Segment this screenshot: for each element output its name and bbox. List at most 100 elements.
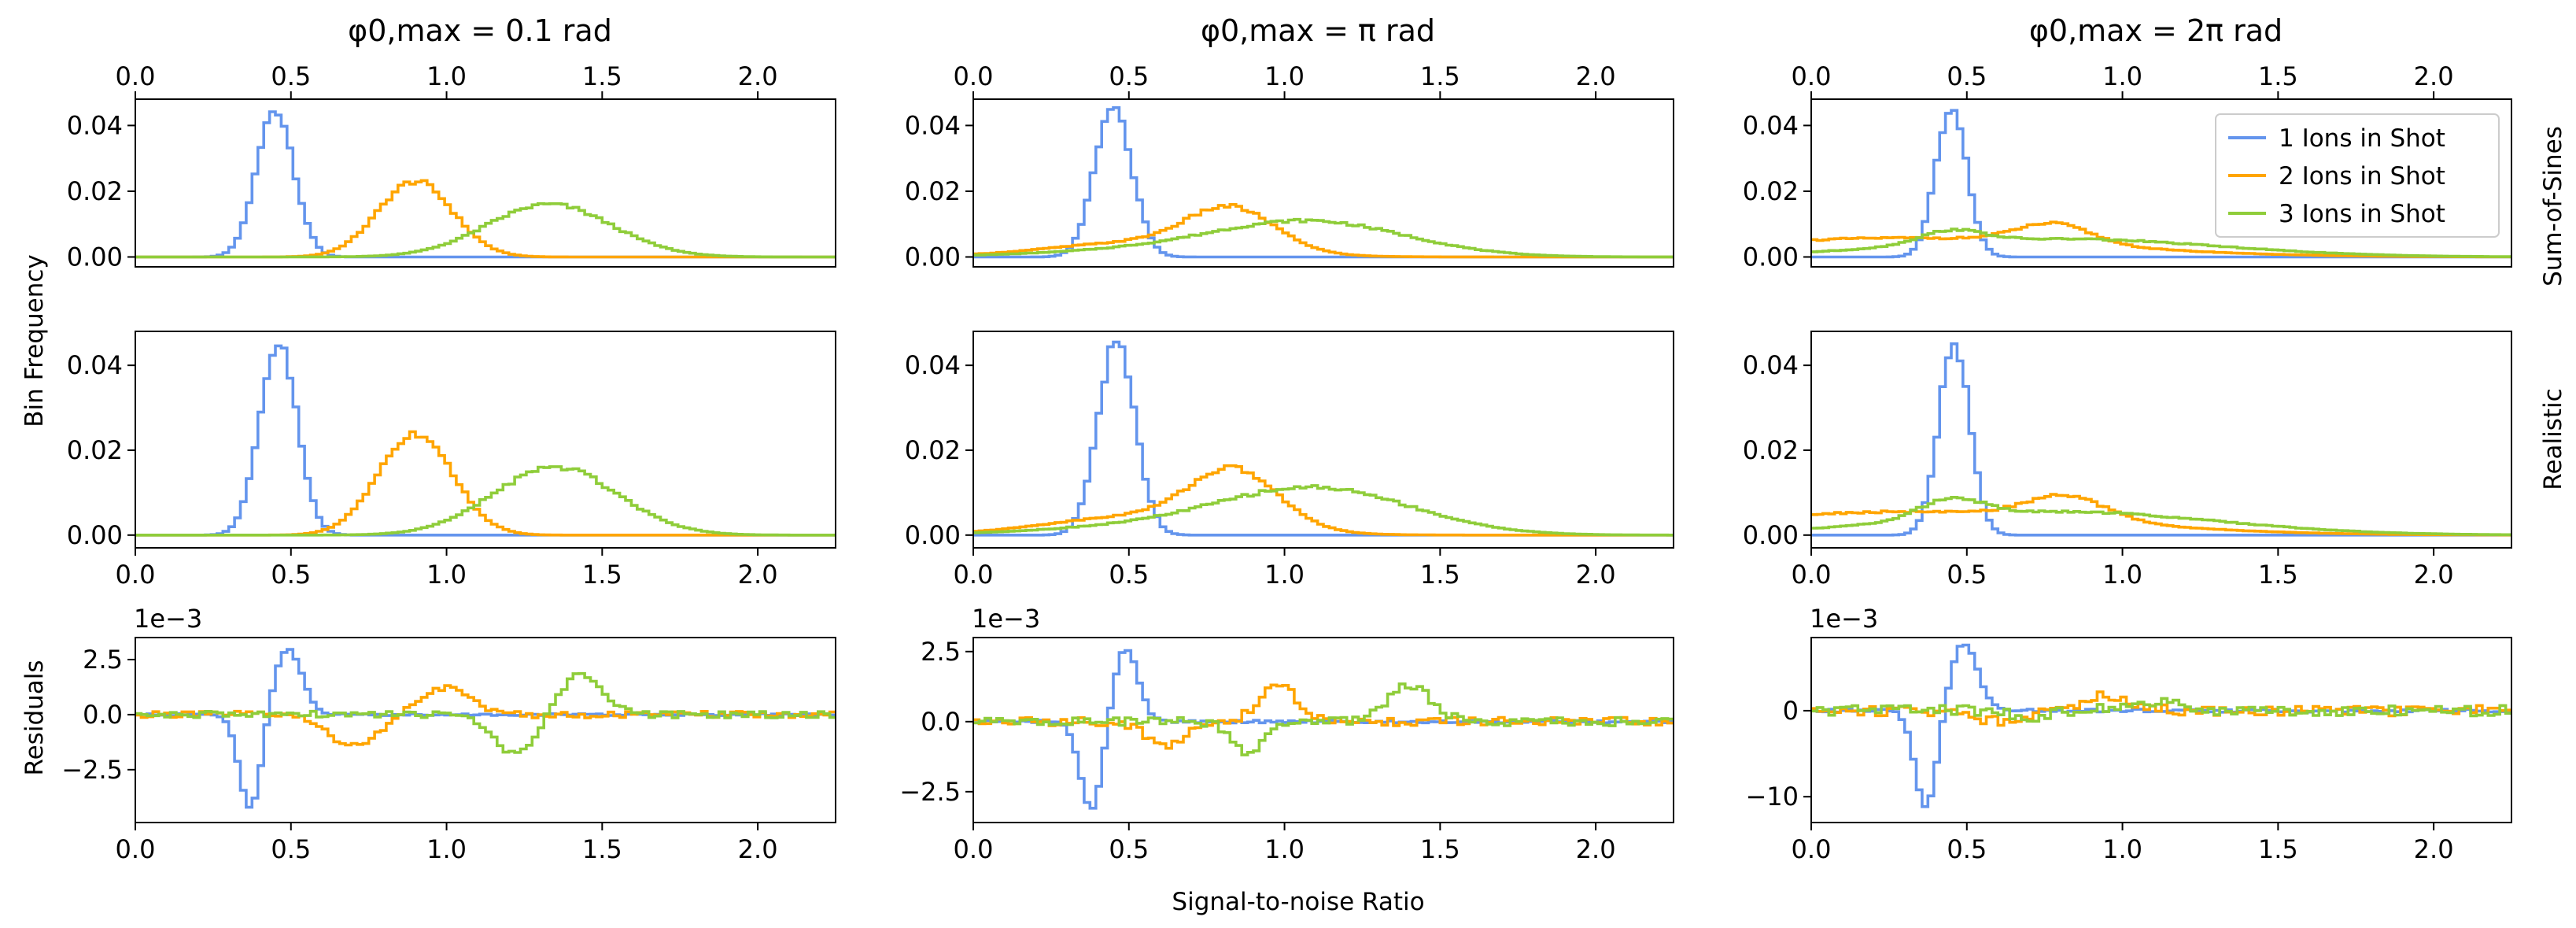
panel-frame xyxy=(1810,637,2512,823)
y-tick-label: 0.02 xyxy=(67,176,123,206)
y-tick-label: 0.02 xyxy=(905,435,961,465)
series-line-1-ion xyxy=(135,344,836,537)
panel-frame xyxy=(135,98,836,268)
panel-frame xyxy=(1810,98,2512,268)
x-tick-label: 1.0 xyxy=(1264,834,1305,864)
series-line-2-ions xyxy=(135,430,836,537)
series-line-2-ions xyxy=(1811,493,2511,537)
panel-frame xyxy=(972,637,1674,823)
x-axis-label: Signal-to-noise Ratio xyxy=(1172,888,1424,916)
column-title-2: φ0,max = π rad xyxy=(1201,13,1435,48)
x-tick-label: 2.0 xyxy=(1576,61,1616,91)
series-line-1-ion xyxy=(135,110,836,259)
panel-residual-2: 0.0 0.5 1.0 1.5 2.0 −2.5 0.0 2.5 xyxy=(899,637,1674,864)
x-tick-label: 0.0 xyxy=(116,61,156,91)
series-line-3-ions xyxy=(1811,227,2511,258)
column-title-3: φ0,max = 2π rad xyxy=(2029,13,2283,48)
x-tick-label: 1.5 xyxy=(582,61,622,91)
panel-residual-1: 0.0 0.5 1.0 1.5 2.0 −2.5 0.0 2.5 xyxy=(61,637,836,864)
series-line-3-ions xyxy=(973,682,1674,756)
y-tick-label: 0.0 xyxy=(921,707,961,737)
x-tick-label: 2.0 xyxy=(738,61,778,91)
residual-offset-label-1: 1e−3 xyxy=(134,604,202,634)
x-tick-label: 1.5 xyxy=(582,834,622,864)
panel-frame xyxy=(135,331,836,549)
x-tick-label: 0.5 xyxy=(271,61,311,91)
panel-residual-3: 0.0 0.5 1.0 1.5 2.0 −10 0 xyxy=(1745,637,2512,864)
column-title-1: φ0,max = 0.1 rad xyxy=(348,13,612,48)
legend-label-3-ions: 3 Ions in Shot xyxy=(2279,200,2445,228)
x-tick-label: 1.5 xyxy=(1420,560,1460,590)
x-tick-label: 2.0 xyxy=(2414,560,2454,590)
x-tick-label: 1.0 xyxy=(2102,560,2142,590)
x-tick-label: 1.0 xyxy=(2102,61,2142,91)
y-tick-label: 2.5 xyxy=(921,637,961,667)
y-tick-label: 0 xyxy=(1783,696,1799,726)
x-tick-label: 0.0 xyxy=(954,834,994,864)
x-tick-label: 1.0 xyxy=(1264,560,1305,590)
series-line-2-ions xyxy=(1811,690,2511,727)
y-tick-label: 0.04 xyxy=(67,350,123,380)
y-tick-label: 0.02 xyxy=(1743,435,1799,465)
x-tick-label: 2.0 xyxy=(1576,560,1616,590)
series-line-1-ion xyxy=(1811,643,2511,808)
y-tick-label: −10 xyxy=(1745,782,1799,812)
y-tick-label: 0.0 xyxy=(83,700,123,730)
series-line-3-ions xyxy=(973,484,1674,537)
panel-frame xyxy=(972,98,1674,268)
series-line-1-ion xyxy=(973,340,1674,537)
y-tick-label: −2.5 xyxy=(899,777,961,807)
y-tick-label: 2.5 xyxy=(83,645,123,675)
panel-top-1: 0.0 0.5 1.0 1.5 2.0 0.00 0.02 0.04 xyxy=(67,61,836,272)
x-tick-label: 2.0 xyxy=(2414,834,2454,864)
x-tick-label: 0.0 xyxy=(954,560,994,590)
x-tick-label: 0.0 xyxy=(954,61,994,91)
panel-frame xyxy=(972,331,1674,549)
panel-frame xyxy=(135,637,836,823)
y-tick-label: −2.5 xyxy=(61,755,123,785)
y-axis-label-bin-frequency: Bin Frequency xyxy=(20,254,49,427)
series-line-2-ions xyxy=(973,203,1674,259)
x-tick-label: 1.5 xyxy=(2258,834,2298,864)
panel-frame xyxy=(1810,331,2512,549)
y-tick-label: 0.04 xyxy=(1743,350,1799,380)
row-label-sum-of-sines: Sum-of-Sines xyxy=(2539,126,2567,287)
y-tick-label: 0.00 xyxy=(67,520,123,550)
x-tick-label: 0.5 xyxy=(1109,834,1149,864)
panel-middle-1: 0.0 0.5 1.0 1.5 2.0 0.00 0.02 0.04 xyxy=(67,331,836,590)
x-tick-label: 0.0 xyxy=(1792,61,1832,91)
x-tick-label: 0.5 xyxy=(1947,560,1987,590)
x-tick-label: 2.0 xyxy=(2414,61,2454,91)
x-tick-label: 2.0 xyxy=(738,560,778,590)
series-line-3-ions xyxy=(1811,697,2511,723)
y-tick-label: 0.04 xyxy=(905,110,961,140)
x-tick-label: 1.5 xyxy=(582,560,622,590)
residual-offset-label-3: 1e−3 xyxy=(1810,604,1878,634)
x-tick-label: 1.5 xyxy=(1420,834,1460,864)
x-tick-label: 1.0 xyxy=(426,834,467,864)
residual-offset-label-2: 1e−3 xyxy=(972,604,1040,634)
y-tick-label: 0.00 xyxy=(67,242,123,272)
y-tick-label: 0.04 xyxy=(1743,110,1799,140)
legend-label-2-ions: 2 Ions in Shot xyxy=(2279,162,2445,190)
x-tick-label: 0.5 xyxy=(1947,834,1987,864)
legend-label-1-ion: 1 Ions in Shot xyxy=(2279,124,2445,153)
y-tick-label: 0.00 xyxy=(905,242,961,272)
y-tick-label: 0.00 xyxy=(905,520,961,550)
panel-middle-3: 0.0 0.5 1.0 1.5 2.0 0.00 0.02 0.04 xyxy=(1743,331,2512,590)
x-tick-label: 1.0 xyxy=(426,560,467,590)
series-line-3-ions xyxy=(135,201,836,259)
y-tick-label: 0.04 xyxy=(67,110,123,140)
panel-top-2: 0.0 0.5 1.0 1.5 2.0 0.00 0.02 0.04 xyxy=(905,61,1674,272)
x-tick-label: 0.5 xyxy=(271,834,311,864)
x-tick-label: 1.5 xyxy=(2258,560,2298,590)
x-tick-label: 0.5 xyxy=(271,560,311,590)
x-tick-label: 0.0 xyxy=(1792,834,1832,864)
x-tick-label: 1.0 xyxy=(426,61,467,91)
x-tick-label: 0.0 xyxy=(1792,560,1832,590)
series-line-2-ions xyxy=(973,464,1674,537)
x-tick-label: 0.0 xyxy=(116,834,156,864)
x-tick-label: 1.5 xyxy=(2258,61,2298,91)
x-tick-label: 0.0 xyxy=(116,560,156,590)
